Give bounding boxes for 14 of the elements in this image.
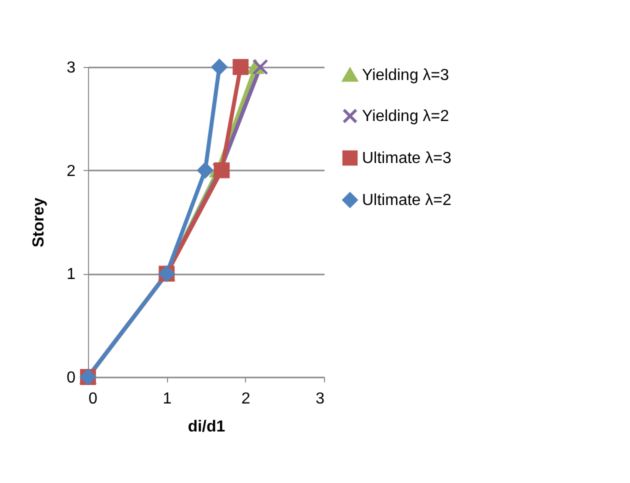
legend-label: Yielding λ=3 xyxy=(362,67,450,84)
x-tick-label: 3 xyxy=(316,390,325,408)
y-tick-label: 2 xyxy=(66,162,76,180)
y-tick-label: 3 xyxy=(66,60,76,76)
y-tick-label: 0 xyxy=(66,370,76,386)
legend-label: Ultimate λ=2 xyxy=(362,192,452,209)
legend-label: Ultimate λ=3 xyxy=(362,150,452,167)
y-tick-label: 1 xyxy=(66,266,76,284)
x-axis-title: di/d1 xyxy=(188,418,226,436)
x-tick-label: 1 xyxy=(162,390,172,408)
x-tick-label: 0 xyxy=(88,390,98,408)
legend-label: Yielding λ=2 xyxy=(362,108,450,125)
y-axis-title: Storey xyxy=(30,198,48,248)
x-tick-label: 2 xyxy=(241,390,250,408)
